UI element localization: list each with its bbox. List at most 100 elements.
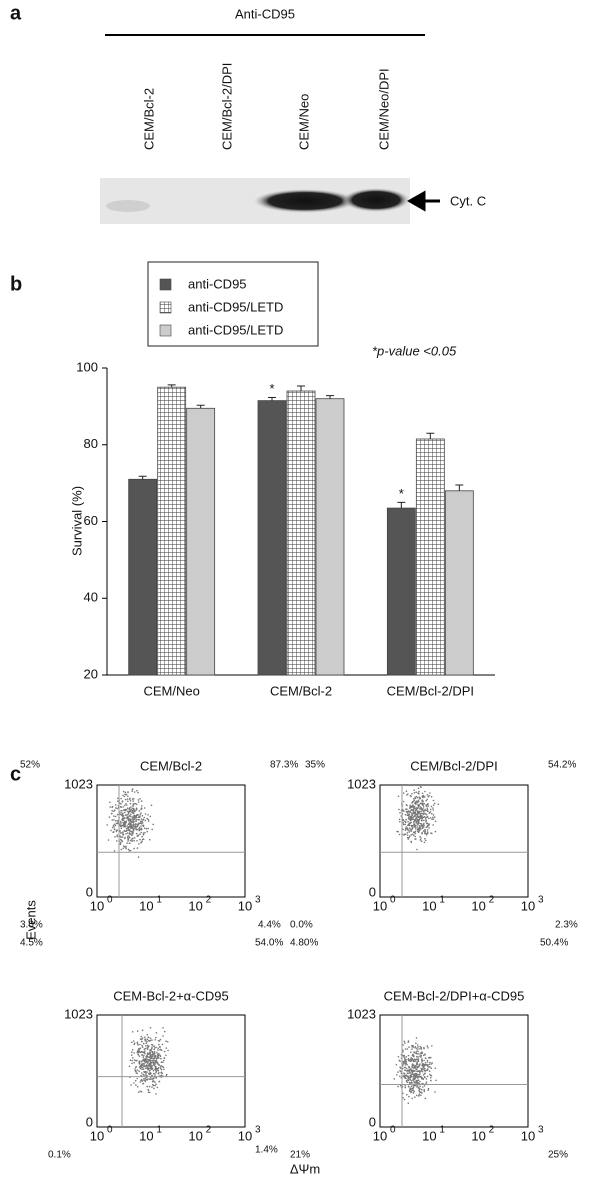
event-dot <box>136 1052 138 1054</box>
event-dot <box>122 822 124 824</box>
event-dot <box>120 810 122 812</box>
quadrant-percent: 0.1% <box>48 1150 71 1161</box>
event-dot <box>159 1055 161 1057</box>
event-dot <box>149 1070 151 1072</box>
event-dot <box>122 819 124 821</box>
x-tick-label: CEM/Bcl-2/DPI <box>387 683 474 698</box>
event-dot <box>156 1062 158 1064</box>
event-dot <box>148 1089 150 1091</box>
event-dot <box>122 836 124 838</box>
x-tick-label: CEM/Bcl-2 <box>270 683 332 698</box>
event-dot <box>134 837 136 839</box>
event-dot <box>421 800 423 802</box>
bar <box>258 401 286 675</box>
event-dot <box>399 834 401 836</box>
event-dot <box>112 819 114 821</box>
y-tick-label: 1023 <box>64 776 93 791</box>
event-dot <box>157 1057 159 1059</box>
event-dot <box>136 1072 138 1074</box>
x-tick-base: 10 <box>90 1128 104 1143</box>
event-dot <box>153 1061 155 1063</box>
event-dot <box>409 825 411 827</box>
event-dot <box>160 1068 162 1070</box>
event-dot <box>110 830 112 832</box>
event-dot <box>422 1078 424 1080</box>
event-dot <box>136 817 138 819</box>
event-dot <box>433 818 435 820</box>
event-dot <box>413 825 415 827</box>
event-dot <box>111 807 113 809</box>
event-dot <box>153 1055 155 1057</box>
event-dot <box>407 821 409 823</box>
event-dot <box>145 1048 147 1050</box>
quadrant-percent: 50.4% <box>540 938 568 949</box>
x-tick-exp: 0 <box>107 1125 113 1136</box>
quadrant-percent: 52% <box>20 760 40 771</box>
event-dot <box>150 816 152 818</box>
event-dot <box>113 825 115 827</box>
event-dot <box>416 1082 418 1084</box>
event-dot <box>403 824 405 826</box>
event-dot <box>416 1049 418 1051</box>
legend-swatch <box>160 302 171 313</box>
x-tick-exp: 3 <box>255 1125 261 1136</box>
event-dot <box>419 1064 421 1066</box>
event-dot <box>433 814 435 816</box>
event-dot <box>427 803 429 805</box>
event-dot <box>427 1089 429 1091</box>
event-dot <box>424 1072 426 1074</box>
event-dot <box>129 824 131 826</box>
event-dot <box>419 808 421 810</box>
event-dot <box>131 809 133 811</box>
event-dot <box>408 1096 410 1098</box>
event-dot <box>129 830 131 832</box>
quadrant-percent: 1.4% <box>255 1145 278 1156</box>
event-dot <box>417 1077 419 1079</box>
event-dot <box>413 801 415 803</box>
event-dot <box>408 831 410 833</box>
event-dot <box>132 1049 134 1051</box>
event-dot <box>125 823 127 825</box>
event-dot <box>129 808 131 810</box>
event-dot <box>116 836 118 838</box>
event-dot <box>407 1072 409 1074</box>
event-dot <box>121 828 123 830</box>
event-dot <box>417 797 419 799</box>
x-tick-base: 10 <box>188 1128 202 1143</box>
event-dot <box>414 836 416 838</box>
event-dot <box>422 828 424 830</box>
y-axis-label: Survival (%) <box>69 486 84 556</box>
event-dot <box>405 828 407 830</box>
event-dot <box>415 1068 417 1070</box>
event-dot <box>421 1089 423 1091</box>
event-dot <box>418 812 420 814</box>
event-dot <box>408 817 410 819</box>
event-dot <box>131 840 133 842</box>
event-dot <box>414 1052 416 1054</box>
event-dot <box>134 811 136 813</box>
event-dot <box>394 1078 396 1080</box>
event-dot <box>142 815 144 817</box>
event-dot <box>145 1043 147 1045</box>
x-tick-label: CEM/Neo <box>143 683 199 698</box>
event-dot <box>131 1051 133 1053</box>
event-dot <box>155 1083 157 1085</box>
legend-label: anti-CD95/LETD <box>188 299 283 314</box>
event-dot <box>144 1063 146 1065</box>
event-dot <box>404 1099 406 1101</box>
x-tick-base: 10 <box>139 1128 153 1143</box>
event-dot <box>127 827 129 829</box>
event-dot <box>407 832 409 834</box>
event-dot <box>154 1062 156 1064</box>
event-dot <box>425 804 427 806</box>
event-dot <box>124 796 126 798</box>
event-dot <box>432 817 434 819</box>
event-dot <box>137 1086 139 1088</box>
event-dot <box>140 842 142 844</box>
blot-band <box>106 200 150 212</box>
event-dot <box>117 798 119 800</box>
event-dot <box>412 1064 414 1066</box>
event-dot <box>428 1057 430 1059</box>
event-dot <box>414 792 416 794</box>
event-dot <box>117 814 119 816</box>
